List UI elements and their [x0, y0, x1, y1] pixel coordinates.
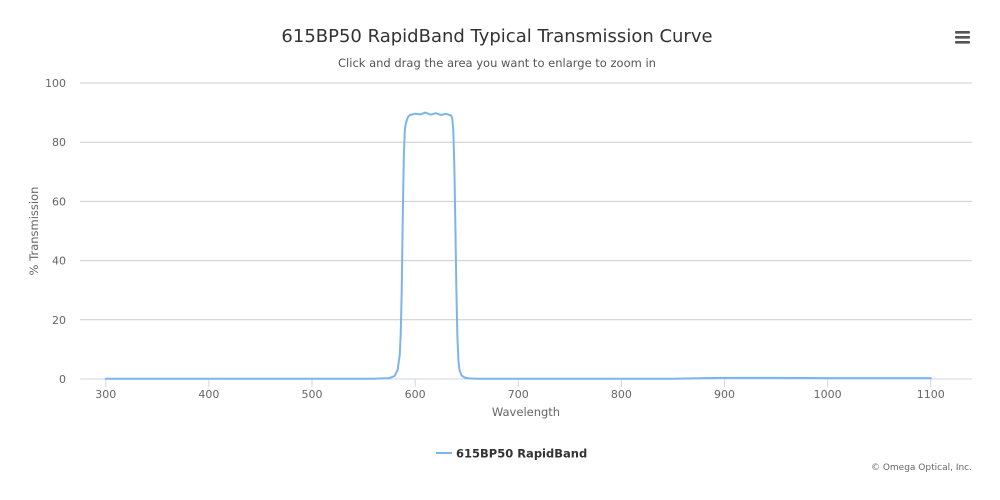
series-line[interactable] [104, 111, 932, 380]
chart-subtitle: Click and drag the area you want to enla… [338, 56, 656, 70]
x-axis-title: Wavelength [492, 405, 560, 419]
y-gridlines [80, 82, 972, 321]
credits-text[interactable]: © Omega Optical, Inc. [871, 463, 972, 473]
x-tick-label: 900 [714, 388, 735, 401]
legend-series-label[interactable]: 615BP50 RapidBand [456, 447, 587, 461]
series-layer[interactable] [104, 111, 932, 380]
legend[interactable]: 615BP50 RapidBand [436, 447, 587, 461]
y-tick-label: 20 [52, 314, 66, 327]
x-tick-labels: 300 400 500 600 700 800 900 1000 1100 [95, 379, 945, 401]
y-tick-label: 60 [52, 195, 66, 208]
x-tick-label: 300 [95, 388, 116, 401]
x-tick-label: 700 [508, 388, 529, 401]
chart-title: 615BP50 RapidBand Typical Transmission C… [281, 26, 712, 47]
x-tick-label: 1100 [917, 388, 945, 401]
y-tick-label: 0 [59, 373, 66, 386]
y-tick-labels: 0 20 40 60 80 100 [45, 77, 66, 386]
y-tick-label: 40 [52, 255, 66, 268]
x-tick-label: 800 [611, 388, 632, 401]
hamburger-menu-icon[interactable] [951, 27, 973, 47]
y-axis-title: % Transmission [27, 187, 41, 276]
y-tick-label: 100 [45, 77, 66, 90]
x-tick-label: 1000 [814, 388, 842, 401]
x-tick-label: 400 [198, 388, 219, 401]
x-tick-label: 600 [405, 388, 426, 401]
x-tick-label: 500 [302, 388, 323, 401]
y-tick-label: 80 [52, 136, 66, 149]
